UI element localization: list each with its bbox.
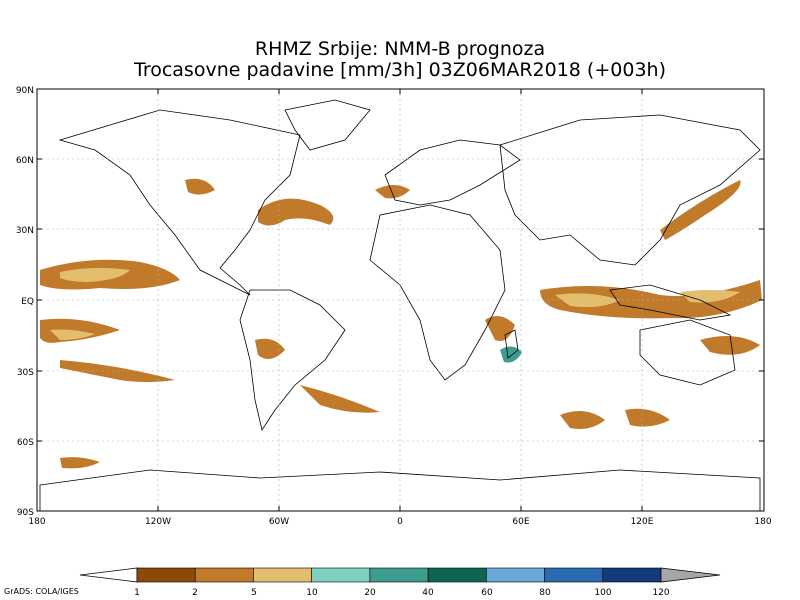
lat-label: 30S	[17, 368, 34, 378]
colorbar-labels: 1 2 5 10 20 40 60 80 100 120	[134, 588, 670, 598]
lat-label: EQ	[21, 297, 34, 307]
lon-label: 180	[754, 517, 771, 527]
precip-southern-ocean-3	[625, 408, 670, 427]
asia-outline	[499, 114, 761, 266]
colorbar-tick-label: 100	[594, 588, 611, 598]
colorbar-cell	[194, 567, 254, 583]
colorbar-tick-label: 40	[422, 588, 434, 598]
australia-outline	[639, 319, 736, 386]
lon-labels: 180 120W 60W 0 60E 120E 180	[28, 517, 771, 527]
colorbar-cell	[544, 567, 604, 583]
lon-label: 120W	[145, 517, 171, 527]
precip-madagascar-storm	[500, 346, 522, 363]
lon-label: 60E	[512, 517, 529, 527]
colorbar-cell	[486, 567, 545, 583]
chart-title-line-2: Trocasovne padavine [mm/3h] 03Z06MAR2018…	[134, 59, 666, 81]
precip-southern-ocean-1	[300, 385, 380, 413]
precip-west-pacific	[660, 180, 741, 240]
graticule	[37, 89, 764, 511]
continent-outlines	[39, 99, 761, 512]
lat-label: 60S	[17, 438, 34, 448]
north-america-outline	[58, 109, 301, 296]
lat-label: 30N	[16, 226, 34, 236]
colorbar-tick-label: 60	[481, 588, 493, 598]
colorbar-tick-label: 80	[539, 588, 551, 598]
indonesia-outline	[609, 284, 732, 321]
lat-label: 60N	[16, 156, 34, 166]
africa-outline	[369, 204, 506, 381]
precip-maritime-continent-2	[680, 290, 740, 303]
precip-south-america	[255, 338, 285, 359]
lon-label: 180	[28, 517, 45, 527]
grads-credit: GrADS: COLA/IGES	[4, 587, 79, 596]
lat-label: 90N	[16, 86, 34, 96]
precip-north-america	[185, 178, 215, 195]
lon-ticks	[157, 89, 643, 511]
precip-pacific-south-2	[50, 329, 95, 340]
colorbar-cell	[253, 567, 312, 583]
greenland-outline	[284, 99, 371, 151]
colorbar-cells	[136, 567, 662, 583]
colorbar-cell	[369, 567, 429, 583]
colorbar-cell	[311, 567, 371, 583]
colorbar: 1 2 5 10 20 40 60 80 100 120	[79, 567, 721, 598]
colorbar-tick-label: 120	[652, 588, 669, 598]
colorbar-tick-label: 10	[306, 588, 318, 598]
precip-indian-ocean	[540, 280, 762, 319]
colorbar-tick-label: 1	[134, 588, 140, 598]
precip-atlantic-north	[375, 185, 410, 199]
colorbar-cell	[136, 567, 196, 583]
lat-ticks	[37, 158, 764, 442]
colorbar-cell	[427, 567, 487, 583]
lat-label: 90S	[17, 508, 34, 518]
madagascar-outline	[504, 329, 519, 359]
colorbar-tick-label: 5	[251, 588, 257, 598]
precip-atlantic-storm	[258, 198, 334, 226]
lon-label: 120E	[631, 517, 654, 527]
precip-southern-ocean-2	[560, 411, 605, 429]
lon-label: 60W	[269, 517, 289, 527]
precip-madagascar-band	[485, 316, 515, 341]
colorbar-high-arrow	[660, 567, 721, 583]
europe-outline	[384, 139, 521, 206]
south-america-outline	[239, 289, 346, 432]
precipitation-layer	[40, 178, 762, 469]
precip-pacific-north-2	[60, 267, 130, 282]
precip-southern-ocean-4	[60, 457, 100, 469]
lat-labels: 90N 60N 30N EQ 30S 60S 90S	[16, 86, 34, 518]
colorbar-tick-label: 2	[192, 588, 198, 598]
colorbar-cell	[602, 567, 662, 583]
colorbar-low-arrow	[79, 567, 138, 583]
lon-label: 0	[397, 517, 403, 527]
precip-south-pacific-east	[700, 336, 760, 355]
chart-title-line-1: RHMZ Srbije: NMM-B prognoza	[254, 38, 546, 60]
colorbar-tick-label: 20	[364, 588, 376, 598]
